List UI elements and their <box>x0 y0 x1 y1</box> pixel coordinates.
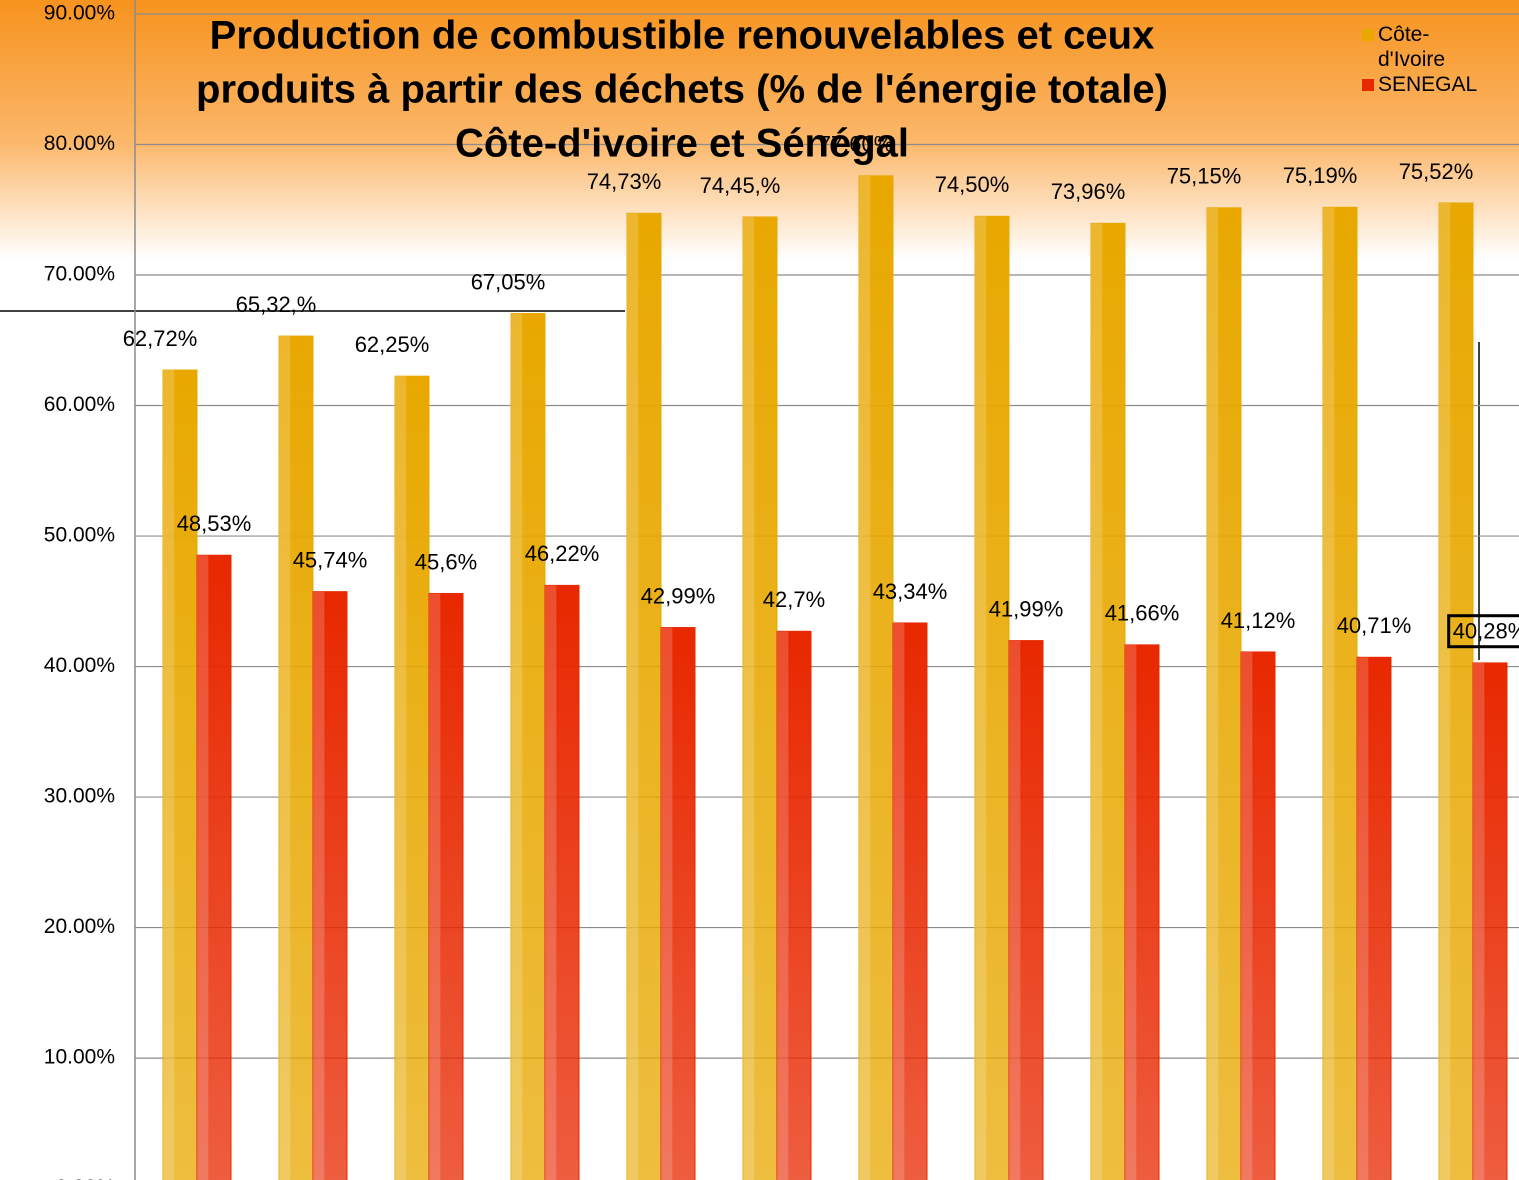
y-tick-label: 50.00% <box>44 524 115 547</box>
value-label: 74,45,% <box>700 173 781 198</box>
bar <box>196 554 232 1180</box>
value-label: 42,99% <box>641 583 716 608</box>
y-tick-label: 30.00% <box>44 785 115 808</box>
bar-shade <box>1357 657 1369 1180</box>
chart-title: Production de combustible renouvelables … <box>210 14 1155 58</box>
bar <box>776 630 812 1180</box>
value-label: 41,66% <box>1105 601 1180 626</box>
value-label: 65,32,% <box>236 292 317 317</box>
bar <box>394 375 430 1180</box>
bar <box>1438 202 1474 1180</box>
value-label: 62,25% <box>355 332 430 357</box>
chart-title: produits à partir des déchets (% de l'én… <box>196 68 1168 112</box>
bar-shade <box>1125 644 1137 1180</box>
bar <box>974 215 1010 1180</box>
bar-shade <box>429 593 441 1180</box>
bar-shade <box>163 370 175 1180</box>
grid <box>134 0 1519 1180</box>
bar <box>510 313 546 1180</box>
bar-shade <box>859 175 871 1180</box>
value-label: 42,7% <box>763 587 825 612</box>
bar-shade <box>975 216 987 1180</box>
title: Production de combustible renouvelables … <box>196 14 1168 166</box>
bar <box>660 627 696 1180</box>
bar-shade <box>1091 223 1103 1180</box>
value-label: 48,53% <box>177 511 252 536</box>
y-tick-label: 70.00% <box>44 263 115 286</box>
bar <box>312 591 348 1180</box>
bar-shade <box>893 622 905 1180</box>
bar-shade <box>1473 662 1485 1180</box>
value-label: 67,05% <box>471 269 546 294</box>
legend-label: Côte-d'Ivoire <box>1378 23 1446 71</box>
legend-item: Côte-d'Ivoire <box>1360 22 1498 72</box>
label-box <box>1447 614 1519 649</box>
bar <box>428 592 464 1180</box>
bar-shade <box>197 555 209 1180</box>
bar-shade <box>661 627 673 1180</box>
bar-shade <box>545 585 557 1180</box>
y-tick-label: 80.00% <box>44 132 115 155</box>
value-label: 45,74% <box>293 547 368 572</box>
legend-label: SENEGAL <box>1378 73 1478 96</box>
bar-shade <box>627 213 639 1180</box>
bars <box>162 175 1508 1180</box>
bar <box>1090 222 1126 1180</box>
bar-shade <box>279 336 291 1180</box>
bar <box>162 369 198 1180</box>
bar <box>742 216 778 1180</box>
y-tick-label: 0.00% <box>55 1176 115 1180</box>
bar-shade <box>1009 640 1021 1180</box>
bar <box>1124 644 1160 1180</box>
y-tick-label: 90.00% <box>44 2 115 25</box>
chart-title: Côte-d'ivoire et Sénégal <box>455 122 909 166</box>
value-label: 40,28% <box>1453 619 1519 644</box>
bar <box>1240 651 1276 1180</box>
bar-shade <box>1439 202 1451 1180</box>
bar-shade <box>1241 651 1253 1180</box>
y-tick-label: 20.00% <box>44 915 115 938</box>
bar <box>1008 640 1044 1180</box>
value-label: 45,6% <box>415 549 477 574</box>
value-label: 46,22% <box>525 541 600 566</box>
bar <box>1356 656 1392 1180</box>
legend-swatch <box>1362 79 1374 91</box>
bar-shade <box>313 591 325 1180</box>
bar <box>626 212 662 1180</box>
value-label: 75,52% <box>1399 159 1474 184</box>
legend-item: SENEGAL <box>1360 72 1498 97</box>
value-label: 43,34% <box>873 579 948 604</box>
bar-shade <box>1207 207 1219 1180</box>
value-label: 41,99% <box>989 596 1064 621</box>
bar <box>892 622 928 1180</box>
value-label: 74,50% <box>935 172 1010 197</box>
bar-shade <box>743 216 755 1180</box>
bar-shade <box>395 376 407 1180</box>
value-label: 75,15% <box>1167 164 1242 189</box>
bar <box>1322 206 1358 1180</box>
value-label: 62,72% <box>123 326 198 351</box>
y-tick-label: 10.00% <box>44 1046 115 1069</box>
bar-shade <box>777 631 789 1180</box>
legend-swatch <box>1362 29 1374 41</box>
value-label: 41,12% <box>1221 608 1296 633</box>
bar <box>1472 662 1508 1180</box>
value-label: 75,19% <box>1283 163 1358 188</box>
bar-shade <box>1323 207 1335 1180</box>
y-tick-label: 40.00% <box>44 654 115 677</box>
value-label: 73,96% <box>1051 179 1126 204</box>
value-label: 40,71% <box>1337 613 1412 638</box>
value-label: 77,60% <box>819 132 894 157</box>
y-tick-label: 60.00% <box>44 393 115 416</box>
bar <box>858 175 894 1180</box>
value-label: 74,73% <box>587 169 662 194</box>
bar-shade <box>511 313 523 1180</box>
legend: Côte-d'Ivoire SENEGAL <box>1360 22 1498 97</box>
bar <box>544 584 580 1180</box>
labels: 0.00% 10.00% 20.00% 30.00% 40.00% 50.00% 60.00… <box>44 2 1519 1180</box>
